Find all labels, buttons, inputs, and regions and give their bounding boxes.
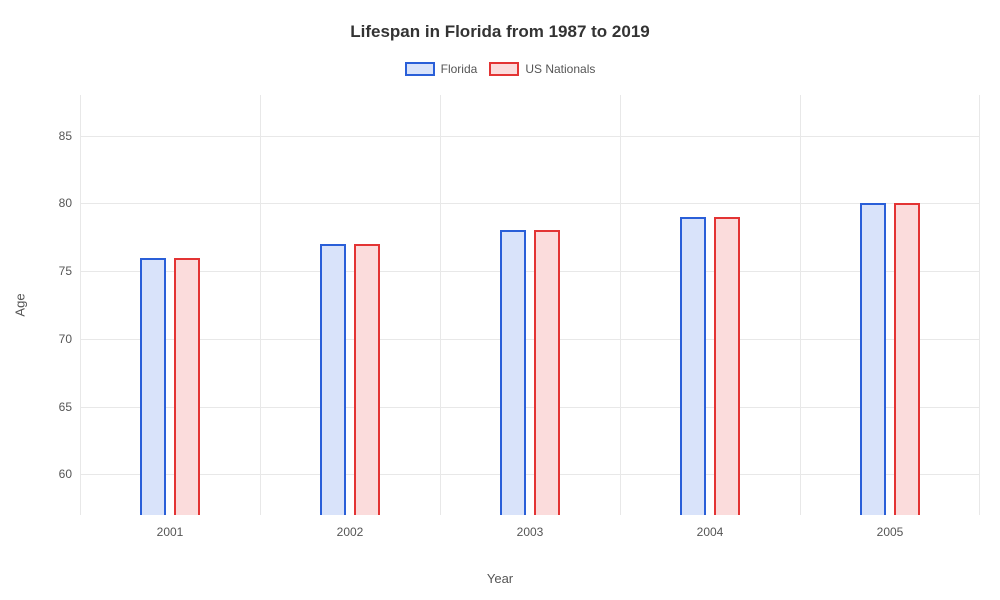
gridline-v	[80, 95, 81, 515]
gridline-h	[80, 407, 980, 408]
bar	[320, 244, 346, 515]
bar	[860, 203, 886, 515]
bar	[140, 258, 166, 515]
bar	[534, 230, 560, 515]
x-tick-label: 2003	[500, 515, 560, 539]
chart-container: Lifespan in Florida from 1987 to 2019 Fl…	[0, 0, 1000, 600]
gridline-h	[80, 474, 980, 475]
chart-title: Lifespan in Florida from 1987 to 2019	[0, 22, 1000, 42]
plot-area: 60657075808520012002200320042005	[80, 95, 980, 515]
y-tick-label: 70	[40, 332, 80, 346]
legend: Florida US Nationals	[0, 62, 1000, 76]
x-axis-label: Year	[487, 571, 513, 586]
bar	[500, 230, 526, 515]
bar	[714, 217, 740, 515]
gridline-h	[80, 339, 980, 340]
legend-item: Florida	[405, 62, 478, 76]
y-tick-label: 80	[40, 196, 80, 210]
y-tick-label: 85	[40, 129, 80, 143]
bar	[680, 217, 706, 515]
gridline-v	[440, 95, 441, 515]
gridline-h	[80, 203, 980, 204]
x-tick-label: 2001	[140, 515, 200, 539]
legend-swatch	[405, 62, 435, 76]
gridline-h	[80, 136, 980, 137]
gridline-v	[260, 95, 261, 515]
legend-swatch	[489, 62, 519, 76]
bar	[174, 258, 200, 515]
gridline-v	[620, 95, 621, 515]
gridline-h	[80, 271, 980, 272]
gridline-v	[979, 95, 980, 515]
gridline-v	[800, 95, 801, 515]
y-tick-label: 60	[40, 467, 80, 481]
x-tick-label: 2004	[680, 515, 740, 539]
y-tick-label: 65	[40, 400, 80, 414]
legend-label: US Nationals	[525, 62, 595, 76]
legend-item: US Nationals	[489, 62, 595, 76]
x-tick-label: 2005	[860, 515, 920, 539]
legend-label: Florida	[441, 62, 478, 76]
y-axis-label: Age	[13, 293, 28, 316]
bar	[354, 244, 380, 515]
x-tick-label: 2002	[320, 515, 380, 539]
bar	[894, 203, 920, 515]
y-tick-label: 75	[40, 264, 80, 278]
